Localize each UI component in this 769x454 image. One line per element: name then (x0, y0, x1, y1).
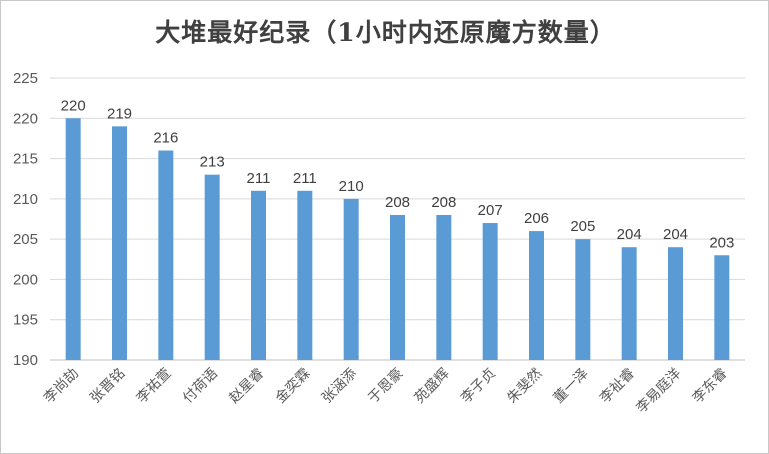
data-labels: 220 219 216 213 211 211 210 208 208 207 206 205 204 2… (61, 97, 735, 251)
y-tick-label: 215 (13, 151, 38, 168)
data-label: 207 (478, 202, 503, 219)
y-tick-label: 190 (13, 352, 38, 369)
data-label: 213 (200, 154, 225, 171)
bar (436, 214, 452, 360)
x-axis-labels: 李尚劼 张晋铭 李祐萱 付荷语 赵星睿 金奕霖 张涵添 于恩豪 苑盛辉 李子贞 朱斐然 董一泽 李祉睿李… (41, 365, 731, 417)
y-tick-label: 200 (13, 271, 38, 288)
x-tick-label: 李东睿 (690, 366, 731, 407)
x-tick-label: 李祐萱 (134, 366, 175, 407)
data-label: 208 (431, 194, 456, 211)
bar (297, 190, 313, 360)
x-tick-label: 李祉睿 (597, 366, 638, 407)
y-tick-label: 195 (13, 312, 38, 329)
data-label: 210 (339, 178, 364, 195)
y-tick-label: 205 (13, 231, 38, 248)
bars (65, 118, 730, 361)
x-tick-label: 张晋铭 (87, 366, 128, 407)
x-tick-label: 苑盛辉 (412, 366, 453, 407)
y-tick-label: 220 (13, 110, 38, 127)
y-tick-label: 225 (13, 70, 38, 87)
bar (251, 190, 266, 360)
data-label: 204 (663, 226, 688, 243)
data-label: 211 (293, 170, 317, 187)
bar (621, 247, 637, 360)
chart-title: 大堆最好纪录（1小时内还原魔方数量） (155, 18, 616, 47)
x-tick-label: 于恩豪 (365, 366, 406, 407)
data-label: 219 (107, 105, 132, 122)
bar (204, 174, 220, 360)
x-tick-label: 朱斐然 (504, 365, 546, 407)
data-label: 208 (385, 194, 410, 211)
bar (390, 214, 405, 360)
bar (482, 223, 498, 360)
bar (112, 126, 127, 360)
y-axis-ticks: 190 195 200 205 210 215 220 225 (13, 70, 38, 369)
bar (668, 247, 683, 360)
x-tick-label: 李子贞 (457, 365, 499, 407)
bar (529, 231, 544, 360)
x-tick-label: 李尚劼 (41, 366, 82, 407)
x-tick-label: 董一泽 (551, 366, 592, 407)
bar (65, 118, 81, 361)
x-tick-label: 张涵添 (319, 366, 360, 407)
data-label: 206 (524, 210, 549, 227)
bar (343, 198, 359, 360)
y-tick-label: 210 (13, 191, 38, 208)
x-tick-label: 金奕霖 (273, 366, 314, 407)
data-label: 220 (61, 97, 86, 114)
bar (714, 255, 730, 360)
data-label: 203 (709, 234, 734, 251)
x-tick-label: 赵星睿 (226, 366, 267, 407)
bar (575, 239, 591, 360)
x-tick-label: 李易庭洋 (633, 365, 685, 417)
data-label: 204 (617, 226, 642, 243)
data-label: 216 (153, 130, 178, 147)
data-label: 211 (247, 170, 271, 187)
bar (158, 150, 174, 360)
data-label: 205 (570, 218, 595, 235)
x-tick-label: 付荷语 (180, 366, 221, 407)
